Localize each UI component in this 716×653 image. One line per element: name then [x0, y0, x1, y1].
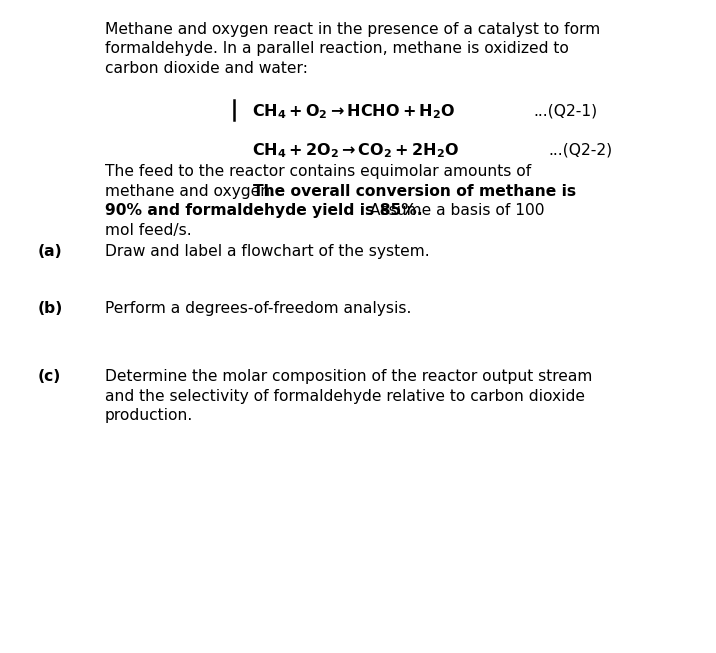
Text: Perform a degrees-of-freedom analysis.: Perform a degrees-of-freedom analysis. — [105, 301, 412, 316]
Text: Determine the molar composition of the reactor output stream: Determine the molar composition of the r… — [105, 369, 592, 384]
Text: (a): (a) — [38, 244, 63, 259]
Text: carbon dioxide and water:: carbon dioxide and water: — [105, 61, 308, 76]
Text: Methane and oxygen react in the presence of a catalyst to form: Methane and oxygen react in the presence… — [105, 22, 600, 37]
Text: (b): (b) — [38, 301, 64, 316]
Text: and the selectivity of formaldehyde relative to carbon dioxide: and the selectivity of formaldehyde rela… — [105, 389, 585, 404]
Text: ...(Q2-1): ...(Q2-1) — [533, 104, 597, 119]
Text: $\mathit{\mathbf{CH_4 + O_2 \rightarrow HCHO + H_2O}}$: $\mathit{\mathbf{CH_4 + O_2 \rightarrow … — [252, 103, 455, 121]
Text: $\mathit{\mathbf{CH_4 + 2O_2 \rightarrow CO_2 + 2H_2O}}$: $\mathit{\mathbf{CH_4 + 2O_2 \rightarrow… — [252, 142, 459, 160]
Text: (c): (c) — [38, 369, 62, 384]
Text: formaldehyde. In a parallel reaction, methane is oxidized to: formaldehyde. In a parallel reaction, me… — [105, 42, 569, 57]
Text: The overall conversion of methane is: The overall conversion of methane is — [253, 184, 576, 199]
Text: production.: production. — [105, 408, 193, 423]
Text: mol feed/s.: mol feed/s. — [105, 223, 192, 238]
Text: The feed to the reactor contains equimolar amounts of: The feed to the reactor contains equimol… — [105, 165, 531, 180]
Text: Assume a basis of 100: Assume a basis of 100 — [365, 203, 544, 218]
Text: 90% and formaldehyde yield is 85%.: 90% and formaldehyde yield is 85%. — [105, 203, 422, 218]
Text: methane and oxygen.: methane and oxygen. — [105, 184, 280, 199]
Text: ...(Q2-2): ...(Q2-2) — [548, 143, 612, 158]
Text: Draw and label a flowchart of the system.: Draw and label a flowchart of the system… — [105, 244, 430, 259]
